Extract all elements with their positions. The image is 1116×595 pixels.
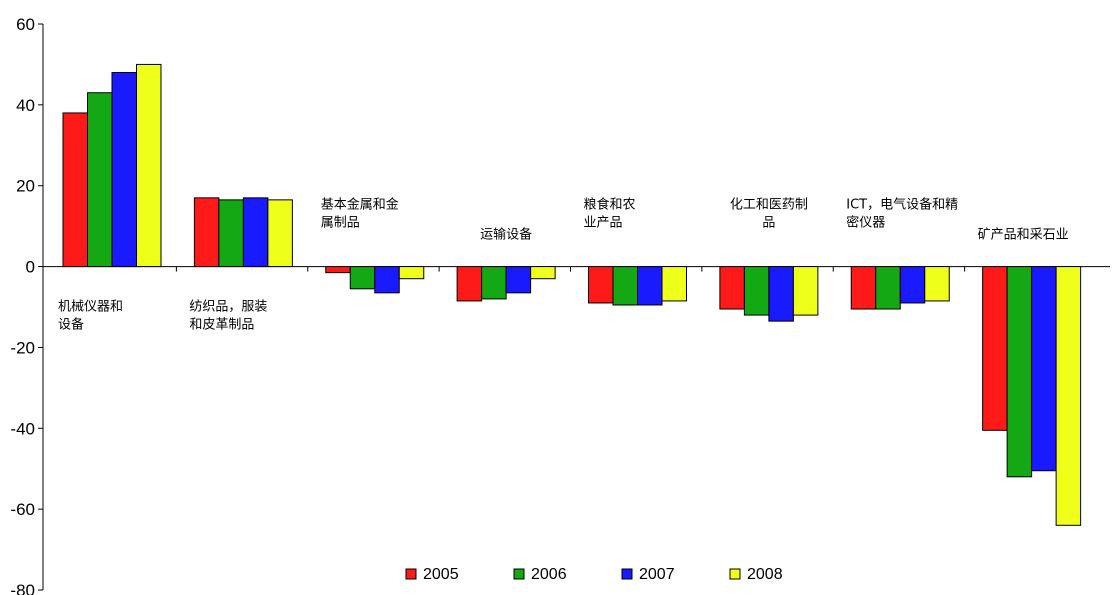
category-label: 运输设备 [480, 227, 532, 243]
bar-2007-6 [899, 266, 926, 304]
legend-swatch-2007 [621, 568, 633, 580]
bar-2005-1 [193, 197, 220, 268]
y-tick-label: 40 [16, 96, 35, 115]
bar-2005-2 [325, 266, 351, 274]
bar-2008-0 [136, 63, 162, 268]
legend-label-2005: 2005 [423, 566, 459, 583]
bar-2006-4 [612, 266, 638, 306]
bars [62, 63, 1082, 526]
bar-2007-0 [111, 72, 137, 268]
y-tick-label: 20 [16, 177, 35, 196]
legend-label-2007: 2007 [639, 566, 675, 583]
legend-label-2008: 2008 [747, 566, 783, 583]
bar-2006-7 [1006, 266, 1033, 478]
axes: 60 40 20 0 -20 -40 -60 -80 [10, 15, 1110, 595]
bar-2006-2 [349, 266, 376, 290]
bar-2005-0 [62, 112, 88, 268]
y-tick-label: -60 [10, 500, 35, 519]
category-label: 机械仪器和设备 [58, 300, 123, 333]
bar-2007-1 [242, 197, 269, 268]
bar-2005-6 [850, 266, 877, 310]
y-tick-label: -20 [10, 338, 35, 357]
bar-2008-1 [267, 199, 293, 268]
bar-2006-3 [481, 266, 507, 300]
bar-2005-4 [588, 266, 614, 304]
category-label: ICT，电气设备和精密仪器 [846, 197, 958, 231]
bar-2006-6 [875, 266, 901, 310]
legend-label-2006: 2006 [531, 566, 567, 583]
category-label: 化工和医药制品 [730, 198, 808, 231]
bar-2008-3 [530, 266, 556, 280]
bar-2008-5 [792, 266, 819, 316]
y-tick-label: -80 [10, 581, 35, 595]
y-tick-label: -40 [10, 419, 35, 438]
y-tick-label: 60 [16, 15, 35, 34]
y-tick-label: 0 [26, 258, 35, 277]
bar-2005-3 [456, 266, 483, 302]
bar-2008-4 [661, 266, 687, 302]
category-label: 粮食和农业产品 [584, 197, 636, 231]
legend-swatch-2005 [405, 568, 417, 580]
bar-2006-0 [87, 92, 113, 268]
bar-2006-1 [218, 199, 244, 268]
bar-2007-3 [505, 266, 532, 294]
bar-2007-7 [1031, 266, 1057, 472]
legend-swatch-2008 [729, 568, 741, 580]
category-label: 基本金属和金属制品 [321, 197, 399, 231]
bar-2006-5 [743, 266, 770, 316]
bar-2005-5 [719, 266, 745, 310]
bar-2005-7 [982, 266, 1008, 431]
legend: 2005 2006 2007 2008 [405, 566, 783, 583]
bar-2007-4 [637, 266, 663, 306]
category-label: 矿产品和采石业 [978, 228, 1069, 243]
bar-2007-5 [768, 266, 794, 322]
bar-2008-7 [1055, 266, 1082, 526]
legend-swatch-2006 [513, 568, 525, 580]
bar-2008-2 [398, 266, 425, 280]
category-label: 纺织品，服装和皮革制品 [189, 300, 267, 333]
bar-2007-2 [374, 266, 400, 294]
bar-2008-6 [924, 266, 950, 302]
